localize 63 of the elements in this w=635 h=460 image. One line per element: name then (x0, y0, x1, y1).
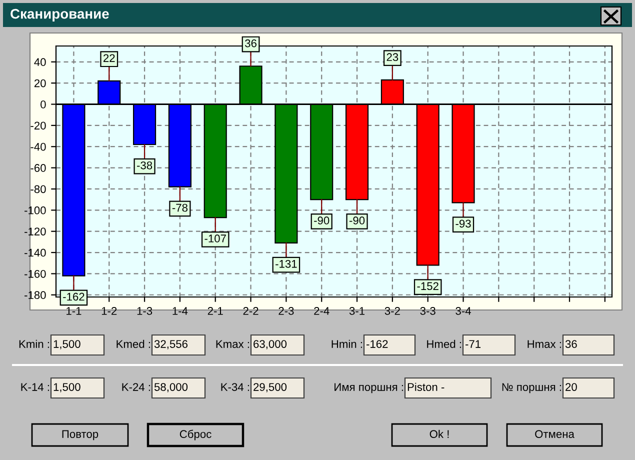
text: 1,500 (54, 340, 80, 350)
text: -71 (465, 340, 481, 348)
y-tick-label: -100 (24, 206, 46, 214)
text: Повтор (62, 430, 98, 440)
data-label: -131 (276, 260, 297, 268)
text: K-34 : (221, 383, 249, 391)
y-tick-label: -40 (30, 142, 46, 151)
text: -162 (366, 340, 388, 348)
text: Отмена (535, 430, 574, 438)
data-label: -93 (456, 220, 471, 228)
x-tick-label: 2-2 (243, 307, 258, 315)
text: Hmin : (332, 340, 362, 348)
text: K-14 : (21, 383, 49, 391)
y-tick-label: 20 (34, 79, 46, 88)
data-label: -78 (172, 204, 188, 212)
y-tick-label: -140 (24, 248, 46, 257)
y-tick-label: -160 (24, 270, 46, 278)
x-tick-label: 2-4 (314, 307, 330, 315)
text: Hmed : (427, 340, 461, 348)
x-tick-label: 1-1 (66, 307, 82, 315)
text: 29,500 (254, 383, 287, 392)
text: Сброс (180, 430, 212, 440)
text: 32,556 (154, 340, 188, 350)
x-tick-label: 3-3 (420, 307, 436, 315)
text: Kmax : (216, 340, 249, 348)
x-tick-label: 1-3 (137, 307, 152, 315)
x-tick-label: 1-2 (102, 307, 117, 315)
text: K-24 : (122, 383, 150, 391)
text: Kmed : (116, 340, 150, 348)
data-label: -152 (417, 282, 438, 290)
y-tick-label: -20 (30, 122, 46, 130)
text: 1,500 (54, 383, 80, 392)
text: Piston - (408, 382, 444, 391)
x-tick-label: 3-2 (384, 307, 400, 315)
x-tick-label: 2-1 (208, 307, 223, 315)
chart-title: Сканирование (10, 8, 109, 22)
x-tick-label: 3-4 (456, 307, 471, 315)
text: 63,000 (254, 340, 287, 350)
text: № поршня : (502, 383, 561, 394)
data-label: 22 (104, 54, 115, 62)
data-label: 23 (386, 53, 398, 62)
data-label: 36 (245, 39, 256, 48)
x-tick-label: 3-1 (349, 307, 365, 315)
y-tick-label: -80 (30, 185, 46, 194)
y-tick-label: 40 (34, 58, 46, 66)
y-tick-label: -120 (24, 228, 46, 236)
y-tick-label: -180 (24, 291, 46, 300)
text: Kmin : (19, 340, 49, 348)
text: 36 (565, 340, 577, 348)
x-tick-label: 2-3 (278, 307, 294, 315)
x-tick-label: 1-4 (172, 307, 188, 315)
text: Имя поршня : (334, 383, 403, 394)
data-label: -38 (137, 161, 152, 170)
text: Ok ! (430, 430, 449, 438)
text: 20 (566, 383, 577, 391)
y-tick-label: -60 (30, 164, 46, 172)
data-label: -162 (63, 292, 84, 301)
text: Hmax : (528, 340, 561, 348)
text: 58,000 (154, 383, 188, 392)
y-tick-label: 0 (40, 100, 46, 108)
data-label: -90 (314, 216, 330, 224)
data-label: -107 (204, 234, 226, 242)
data-label: -90 (349, 216, 365, 224)
